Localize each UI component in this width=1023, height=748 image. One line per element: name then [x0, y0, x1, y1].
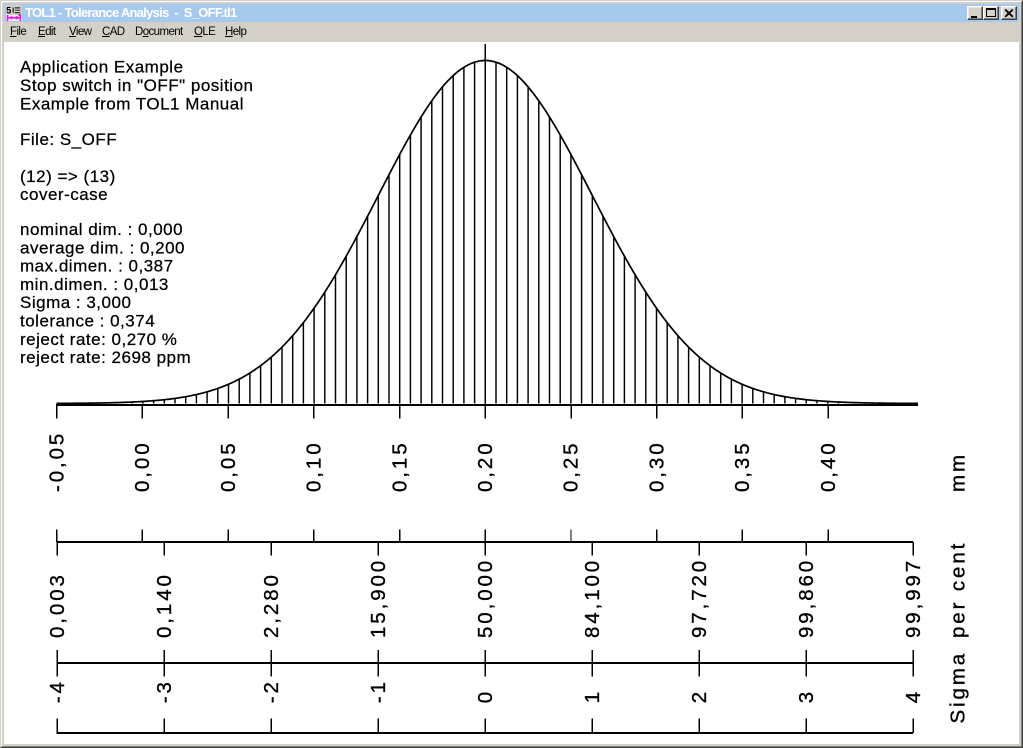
svg-text:0,10: 0,10 — [303, 441, 326, 493]
svg-text:0,30: 0,30 — [645, 441, 668, 493]
svg-text:4: 4 — [902, 689, 925, 703]
svg-text:0,15: 0,15 — [388, 441, 411, 493]
svg-text:0,140: 0,140 — [153, 572, 176, 638]
svg-text:5: 5 — [6, 6, 11, 16]
svg-text:2,280: 2,280 — [260, 572, 283, 638]
svg-text:-1: -1 — [367, 679, 390, 703]
svg-text:reject rate: 2698 ppm: reject rate: 2698 ppm — [20, 348, 191, 367]
svg-text:(12) => (13): (12) => (13) — [20, 167, 116, 186]
svg-text:per cent: per cent — [947, 541, 970, 638]
svg-text:15,900: 15,900 — [367, 558, 390, 638]
svg-text:0,00: 0,00 — [131, 441, 154, 493]
svg-text:-4: -4 — [46, 679, 69, 703]
svg-text:2: 2 — [688, 689, 711, 703]
svg-text:0,20: 0,20 — [474, 441, 497, 493]
svg-text:99,860: 99,860 — [795, 558, 818, 638]
svg-text:0,35: 0,35 — [731, 441, 754, 493]
svg-text:cover-case: cover-case — [20, 185, 108, 204]
svg-text:-3: -3 — [153, 679, 176, 703]
svg-text:Example from TOL1 Manual: Example from TOL1 Manual — [20, 95, 244, 114]
svg-text:3: 3 — [795, 689, 818, 703]
svg-text:Sigma : 3,000: Sigma : 3,000 — [20, 293, 131, 312]
svg-text:50,000: 50,000 — [474, 558, 497, 638]
svg-text:0: 0 — [474, 689, 497, 703]
svg-text:tolerance : 0,374: tolerance : 0,374 — [20, 312, 155, 331]
svg-text:File: S_OFF: File: S_OFF — [20, 130, 117, 149]
svg-text:nominal dim. : 0,000: nominal dim. : 0,000 — [20, 220, 183, 239]
svg-text:-2: -2 — [260, 679, 283, 703]
svg-text:0,003: 0,003 — [46, 572, 69, 638]
svg-text:99,997: 99,997 — [902, 558, 925, 638]
svg-text:-0,05: -0,05 — [45, 431, 68, 492]
svg-text:Sigma: Sigma — [947, 651, 970, 724]
svg-text:min.dimen. : 0,013: min.dimen. : 0,013 — [20, 275, 169, 294]
svg-text:97,720: 97,720 — [688, 558, 711, 638]
svg-text:mm: mm — [947, 452, 970, 492]
svg-text:0,40: 0,40 — [817, 441, 840, 493]
svg-text:0,05: 0,05 — [217, 441, 240, 493]
svg-text:Stop switch in "OFF" position: Stop switch in "OFF" position — [20, 76, 253, 95]
svg-text:1: 1 — [581, 689, 604, 703]
svg-text:Application Example: Application Example — [20, 58, 184, 77]
svg-text:0,25: 0,25 — [560, 441, 583, 493]
svg-text:reject rate: 0,270 %: reject rate: 0,270 % — [20, 330, 177, 349]
svg-text:84,100: 84,100 — [581, 558, 604, 638]
svg-text:max.dimen. : 0,387: max.dimen. : 0,387 — [20, 257, 174, 276]
svg-text:average dim. : 0,200: average dim. : 0,200 — [20, 238, 185, 257]
